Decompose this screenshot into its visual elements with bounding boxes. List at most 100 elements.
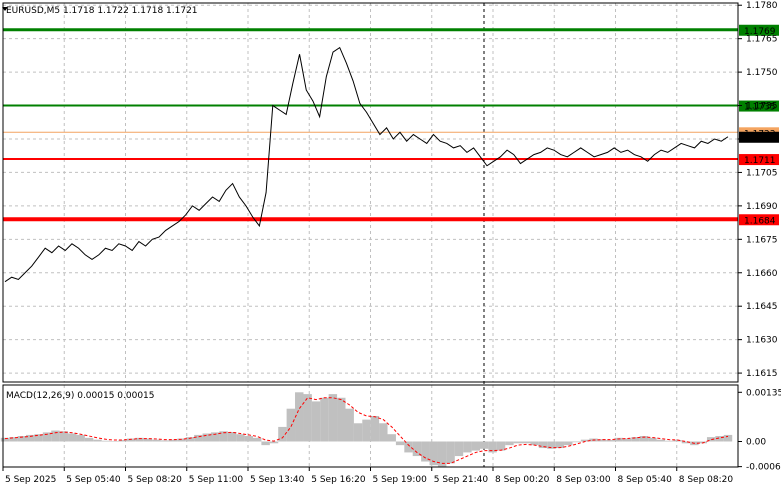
macd-histogram-bar [496, 441, 506, 451]
macd-histogram-bar [614, 437, 623, 442]
level-label-box [739, 154, 779, 166]
price-tick-label: 1.1750 [746, 68, 778, 78]
macd-histogram-bar [84, 437, 94, 442]
macd-histogram-bar [547, 441, 556, 449]
macd-histogram-bar [538, 441, 548, 449]
time-tick-label: 5 Sep 19:00 [373, 475, 428, 485]
price-tick-label: 1.1690 [746, 202, 778, 212]
macd-histogram-bar [51, 430, 60, 442]
macd-histogram-bar [76, 434, 85, 442]
macd-histogram-bar [488, 441, 497, 453]
macd-histogram-bar [673, 440, 682, 442]
level-label: 1.1735 [744, 103, 776, 113]
macd-histogram-bar [311, 401, 321, 442]
time-tick-label: 8 Sep 05:40 [618, 475, 673, 485]
macd-histogram-bar [337, 397, 346, 442]
macd-histogram-bar [34, 434, 43, 442]
macd-histogram-bar [454, 441, 464, 457]
macd-histogram-bar [160, 440, 169, 442]
macd-histogram-bar [9, 437, 18, 442]
macd-tick-label: 0.00135 [746, 388, 781, 398]
time-tick-label: 5 Sep 21:40 [434, 475, 489, 485]
macd-histogram-bar [295, 392, 304, 442]
macd-histogram-bar [303, 394, 312, 442]
macd-histogram-bar [345, 408, 354, 442]
price-tick-label: 1.1705 [746, 168, 778, 178]
price-panel-frame [2, 2, 739, 383]
macd-histogram-bar [723, 434, 733, 442]
macd-histogram-bar [681, 441, 691, 444]
level-label-box [739, 24, 779, 36]
macd-histogram-bar [446, 441, 455, 464]
macd-histogram-bar [236, 434, 245, 442]
macd-histogram-bar [639, 436, 649, 442]
macd-histogram-bar [580, 439, 590, 442]
price-tick-label: 1.1630 [746, 336, 778, 346]
macd-histogram-bar [320, 397, 329, 442]
macd-histogram-bar [17, 436, 27, 442]
macd-histogram-bar [530, 441, 539, 446]
dropdown-triangle-icon [2, 7, 8, 11]
time-tick-label: 5 Sep 11:00 [189, 475, 244, 485]
price-tick-label: 1.1660 [746, 269, 778, 279]
macd-histogram-bar [404, 441, 413, 453]
level-label-box [739, 214, 779, 226]
macd-histogram-bar [261, 441, 270, 446]
macd-histogram-bar [463, 441, 472, 453]
time-tick-label: 8 Sep 03:00 [556, 475, 611, 485]
macd-histogram-bar [379, 423, 388, 442]
macd-histogram-bar [177, 438, 186, 442]
macd-histogram-bar [437, 441, 447, 467]
macd-histogram-bar [715, 436, 724, 442]
price-line [4, 46, 729, 283]
price-tick-label: 1.1780 [746, 1, 778, 11]
macd-histogram-bar [101, 440, 111, 442]
macd-histogram-bar [152, 439, 161, 442]
macd-histogram-bar [210, 432, 220, 442]
macd-histogram-bar [387, 434, 396, 442]
macd-histogram-bar [505, 441, 514, 446]
macd-histogram-bar [555, 441, 565, 449]
macd-histogram-bar [471, 441, 481, 451]
macd-histogram-bar [93, 439, 102, 442]
macd-histogram-bar [648, 437, 657, 442]
macd-histogram-bar [143, 438, 153, 442]
macd-histogram-bar [110, 441, 119, 442]
level-label-box [739, 100, 779, 112]
macd-histogram-bar [269, 441, 279, 444]
macd-tick-label: 0.00 [746, 437, 766, 447]
macd-histogram-bar [656, 439, 665, 442]
macd-histogram-bar [42, 432, 52, 442]
macd-histogram-bar [135, 437, 144, 442]
macd-histogram-bar [168, 439, 178, 442]
macd-histogram-bar [429, 441, 438, 466]
macd-histogram-bar [362, 419, 371, 442]
price-tick-label: 1.1735 [746, 102, 778, 112]
macd-histogram-bar [252, 437, 262, 442]
macd-histogram-bar [412, 441, 422, 457]
price-tick-label: 1.1615 [746, 369, 778, 379]
macd-histogram-bar [622, 438, 632, 442]
macd-signal-line [4, 397, 729, 464]
level-label: 1.1711 [744, 156, 776, 166]
macd-histogram-bar [572, 441, 581, 443]
symbol-header: EURUSD,M5 1.1718 1.1722 1.1718 1.1721 [6, 6, 198, 16]
level-label: 1.1769 [744, 27, 776, 37]
macd-histogram-bar [606, 440, 615, 442]
macd-histogram-bar [0, 437, 10, 442]
macd-histogram-bar [68, 433, 77, 442]
macd-histogram-bar [353, 423, 363, 442]
time-tick-label: 5 Sep 16:20 [311, 475, 366, 485]
time-tick-label: 8 Sep 00:20 [495, 475, 550, 485]
level-label: 1.1684 [744, 216, 776, 226]
price-tick-label: 1.1675 [746, 235, 778, 245]
macd-histogram-bar [564, 441, 573, 446]
time-tick-label: 5 Sep 05:40 [66, 475, 121, 485]
macd-histogram-bar [479, 441, 489, 449]
macd-histogram-bar [194, 434, 203, 442]
time-tick-label: 5 Sep 08:20 [128, 475, 183, 485]
current-price-label: 1.1721 [744, 134, 776, 144]
macd-histogram-bar [59, 431, 69, 442]
